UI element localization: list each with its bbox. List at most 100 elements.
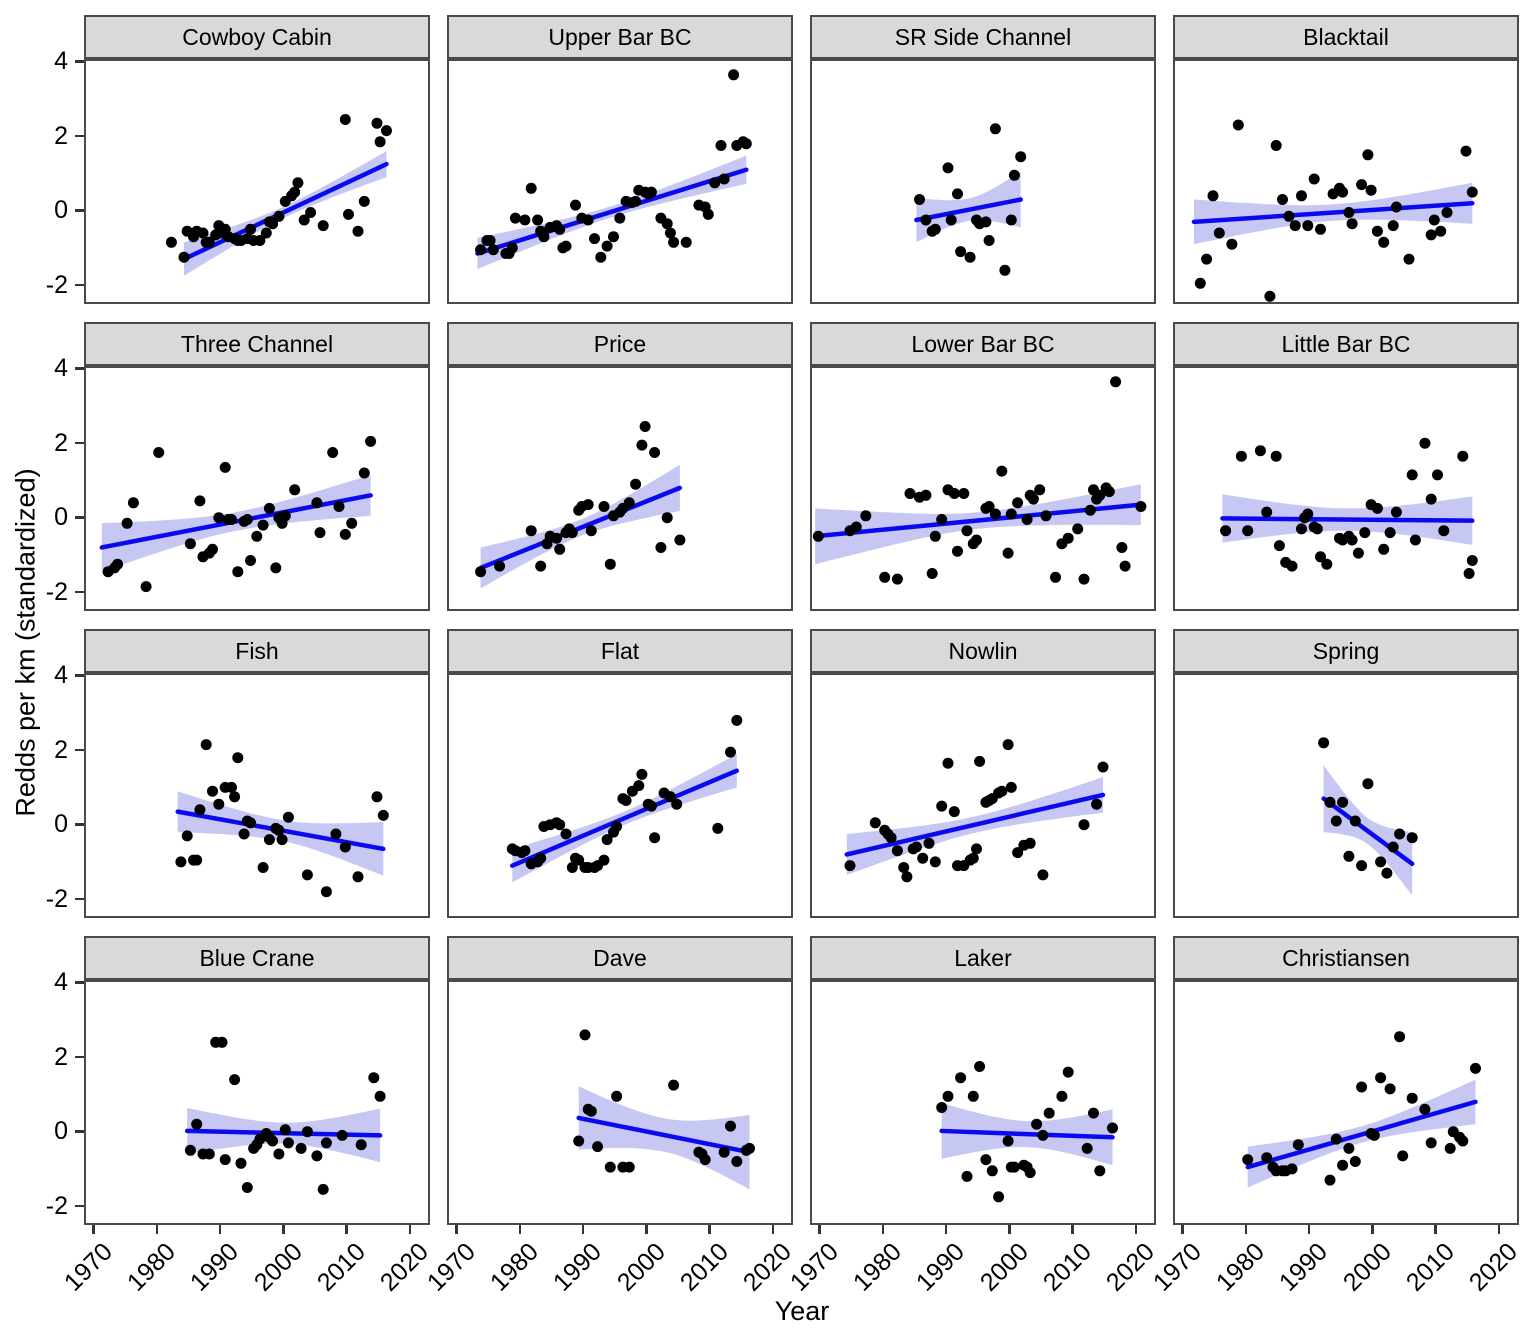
data-point xyxy=(1235,450,1247,462)
y-tick-mark xyxy=(75,60,84,63)
data-point xyxy=(929,856,941,868)
data-point xyxy=(601,834,613,846)
trend-line xyxy=(1245,1099,1478,1170)
data-point xyxy=(263,834,275,846)
facet-panel-fish xyxy=(84,673,430,918)
data-point xyxy=(901,871,913,883)
scatter-plot xyxy=(1318,737,1418,896)
y-tick-mark xyxy=(75,897,84,901)
data-point xyxy=(731,1156,743,1167)
data-point xyxy=(229,1074,241,1086)
data-point xyxy=(958,488,970,499)
data-point xyxy=(725,1120,736,1132)
data-point xyxy=(232,752,244,764)
y-tick-mark xyxy=(75,1204,84,1208)
data-point xyxy=(475,566,487,578)
data-point xyxy=(1283,210,1295,222)
data-point xyxy=(680,236,692,248)
x-tick-mark xyxy=(818,1225,821,1234)
x-tick-mark xyxy=(455,1225,458,1234)
data-point xyxy=(649,832,661,844)
y-tick-mark xyxy=(75,1130,84,1133)
data-point xyxy=(1002,739,1014,751)
data-point xyxy=(1261,1152,1273,1164)
scatter-plot xyxy=(1242,1031,1481,1188)
data-point xyxy=(1362,149,1374,161)
data-point xyxy=(1387,841,1399,853)
data-point xyxy=(961,1170,973,1182)
data-point xyxy=(718,173,730,185)
x-tick-mark xyxy=(944,1225,948,1234)
data-point xyxy=(519,214,531,226)
data-point xyxy=(346,517,358,529)
data-point xyxy=(1242,1154,1254,1166)
data-point xyxy=(1324,796,1336,808)
data-point xyxy=(712,822,724,834)
data-point xyxy=(1390,506,1402,518)
data-point xyxy=(1356,179,1368,191)
data-point xyxy=(1220,525,1232,537)
data-point xyxy=(636,768,648,780)
facet-strip-upper-bar-bc: Upper Bar BC xyxy=(447,15,793,59)
data-point xyxy=(535,560,547,572)
x-tick-label: 2000 xyxy=(611,1237,671,1297)
data-point xyxy=(554,819,566,831)
data-point xyxy=(649,447,661,458)
data-point xyxy=(1359,527,1371,539)
scatter-plot xyxy=(844,739,1109,883)
data-point xyxy=(1324,1174,1336,1186)
data-point xyxy=(554,543,566,555)
data-point xyxy=(585,1105,597,1117)
facet-panel-lower-bar-bc xyxy=(810,366,1156,611)
data-point xyxy=(241,1182,253,1193)
x-tick-label: 1980 xyxy=(484,1237,545,1297)
data-point xyxy=(1352,547,1364,559)
data-point xyxy=(1056,1090,1068,1102)
y-tick-mark xyxy=(75,748,84,752)
data-point xyxy=(1394,828,1406,840)
data-point xyxy=(355,1139,367,1151)
facet-title: SR Side Channel xyxy=(894,23,1072,50)
data-point xyxy=(254,235,266,246)
data-point xyxy=(1466,555,1478,566)
data-point xyxy=(267,218,279,230)
data-point xyxy=(936,1102,948,1113)
data-point xyxy=(1270,140,1282,151)
data-point xyxy=(967,1090,979,1102)
data-point xyxy=(1292,1139,1304,1151)
facet-title: Spring xyxy=(1312,637,1380,664)
confidence-ribbon xyxy=(916,171,1021,243)
data-point xyxy=(664,791,676,803)
data-point xyxy=(1435,225,1447,237)
y-tick-mark xyxy=(75,209,84,212)
facet-title: Fish xyxy=(235,637,279,664)
trend-line xyxy=(576,1115,752,1155)
data-point xyxy=(191,854,203,866)
facet-panel-dave xyxy=(447,980,793,1225)
data-point xyxy=(1213,227,1225,239)
x-tick-label: 2020 xyxy=(1101,1237,1161,1297)
data-point xyxy=(636,439,648,451)
data-point xyxy=(655,542,667,553)
data-point xyxy=(365,435,377,447)
x-tick-label: 2000 xyxy=(248,1237,308,1297)
data-point xyxy=(1337,796,1349,808)
data-point xyxy=(740,138,752,150)
x-tick-label: 1990 xyxy=(548,1237,608,1297)
data-point xyxy=(1444,1142,1456,1154)
data-point xyxy=(184,1144,196,1156)
x-tick-mark xyxy=(1071,1225,1074,1234)
facet-title: Laker xyxy=(954,944,1012,971)
data-point xyxy=(267,1135,279,1147)
data-point xyxy=(311,1150,323,1162)
facet-strip-price: Price xyxy=(447,322,793,366)
data-point xyxy=(1394,1031,1406,1043)
data-point xyxy=(1015,151,1027,163)
data-point xyxy=(358,467,370,479)
data-point xyxy=(1425,493,1437,505)
data-point xyxy=(1021,514,1033,525)
data-point xyxy=(1273,540,1285,552)
data-point xyxy=(1264,290,1276,302)
data-point xyxy=(566,527,578,539)
data-point xyxy=(1037,869,1049,881)
